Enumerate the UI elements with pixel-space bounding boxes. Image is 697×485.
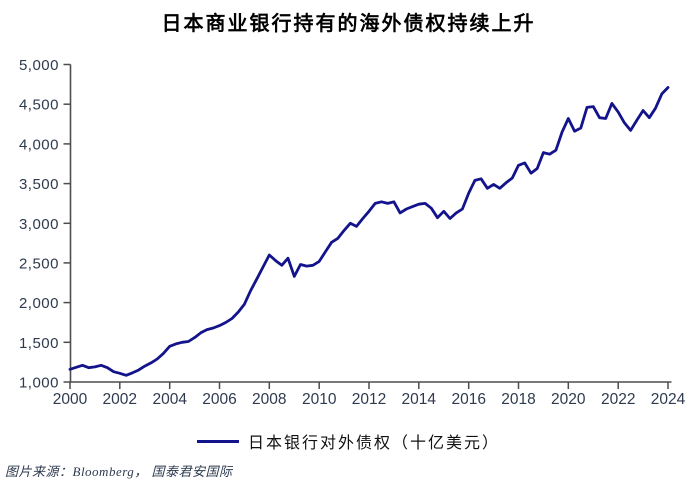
x-tick-label: 2004 (152, 391, 187, 408)
series-line (68, 86, 670, 377)
x-tick-label: 2008 (252, 391, 286, 408)
x-tick-label: 2018 (501, 391, 535, 408)
y-tick-label: 2,000 (19, 295, 59, 312)
y-tick-label: 4,500 (19, 97, 59, 114)
x-tick-label: 2024 (651, 391, 686, 408)
x-tick-label: 2022 (601, 391, 635, 408)
x-tick-label: 2006 (202, 391, 236, 408)
x-tick-label: 2010 (302, 391, 337, 408)
y-tick-label: 5,000 (19, 57, 59, 74)
legend-line-swatch (196, 439, 239, 443)
y-tick-label: 1,000 (19, 375, 59, 392)
x-tick-label: 2020 (551, 391, 586, 408)
y-tick-label: 2,500 (19, 255, 59, 272)
x-tick-label: 2002 (103, 391, 137, 408)
y-tick-label: 3,500 (19, 176, 59, 193)
source-note: 图片来源：Bloomberg， 国泰君安国际 (5, 464, 233, 479)
y-tick-label: 1,500 (19, 335, 59, 352)
x-tick-label: 2014 (402, 391, 437, 408)
y-tick-label: 3,000 (19, 216, 59, 233)
chart-legend: 日本银行对外债权（十亿美元） (0, 429, 697, 453)
x-tick-label: 2016 (451, 391, 485, 408)
y-tick-label: 4,000 (19, 136, 59, 153)
x-tick-label: 2000 (53, 391, 88, 408)
x-tick-label: 2012 (352, 391, 386, 408)
legend-label: 日本银行对外债权（十亿美元） (247, 435, 500, 452)
chart-title: 日本商业银行持有的海外债权持续上升 (161, 13, 536, 35)
